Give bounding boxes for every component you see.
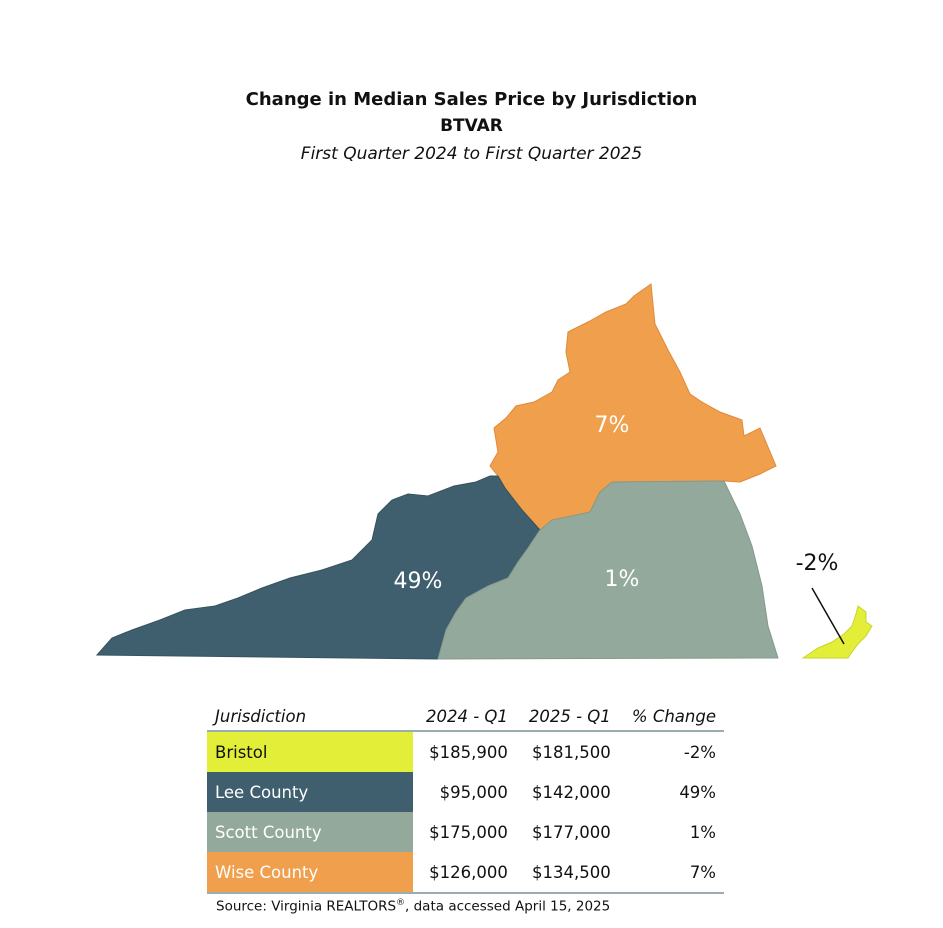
price-table: Jurisdiction 2024 - Q1 2025 - Q1 % Chang… [207, 702, 724, 894]
row-change-cell: 1% [689, 822, 716, 842]
table-row: Bristol $185,900 $181,500 -2% [207, 731, 724, 772]
region-scott-county [437, 480, 779, 660]
bristol-leader-line [811, 587, 845, 645]
row-name-cell: Scott County [207, 812, 413, 852]
col-change: % Change [618, 702, 724, 732]
source-note: Source: Virginia REALTORS®, data accesse… [216, 898, 610, 915]
row-2025-cell: $181,500 [532, 742, 611, 762]
registered-mark: ® [396, 898, 406, 908]
label-wise-county: 7% [595, 413, 630, 438]
col-2024-q1: 2024 - Q1 [413, 702, 516, 732]
row-2025-cell: $177,000 [532, 822, 611, 842]
chart-period: First Quarter 2024 to First Quarter 2025 [300, 144, 643, 164]
region-bristol [801, 605, 873, 659]
table-row: Wise County $126,000 $134,500 7% [207, 852, 724, 894]
row-name-cell: Wise County [207, 852, 413, 894]
row-name-cell: Lee County [207, 772, 413, 812]
table-header-row: Jurisdiction 2024 - Q1 2025 - Q1 % Chang… [207, 702, 724, 732]
row-change-cell: 49% [679, 782, 716, 802]
row-2025-cell: $134,500 [515, 852, 619, 894]
source-suffix: , data accessed April 15, 2025 [405, 898, 611, 915]
col-jurisdiction: Jurisdiction [207, 702, 413, 732]
chart-subtitle: BTVAR [440, 116, 503, 136]
row-2024-cell: $95,000 [439, 782, 508, 802]
label-bristol: -2% [796, 551, 839, 576]
row-2024-cell: $185,900 [429, 742, 508, 762]
source-prefix: Source: Virginia REALTORS [216, 898, 397, 915]
table-row: Scott County $175,000 $177,000 1% [207, 812, 724, 852]
chart-title: Change in Median Sales Price by Jurisdic… [245, 89, 698, 110]
row-2025-cell: $142,000 [532, 782, 611, 802]
row-change-cell: 7% [618, 852, 724, 894]
col-2025-q1: 2025 - Q1 [515, 702, 619, 732]
row-2024-cell: $126,000 [413, 852, 516, 894]
row-2024-cell: $175,000 [429, 822, 508, 842]
label-lee-county: 49% [394, 569, 443, 594]
row-change-cell: -2% [683, 742, 716, 762]
label-scott-county: 1% [605, 567, 640, 592]
table-row: Lee County $95,000 $142,000 49% [207, 772, 724, 812]
title-block: Change in Median Sales Price by Jurisdic… [0, 87, 943, 169]
row-name-cell: Bristol [207, 731, 413, 772]
